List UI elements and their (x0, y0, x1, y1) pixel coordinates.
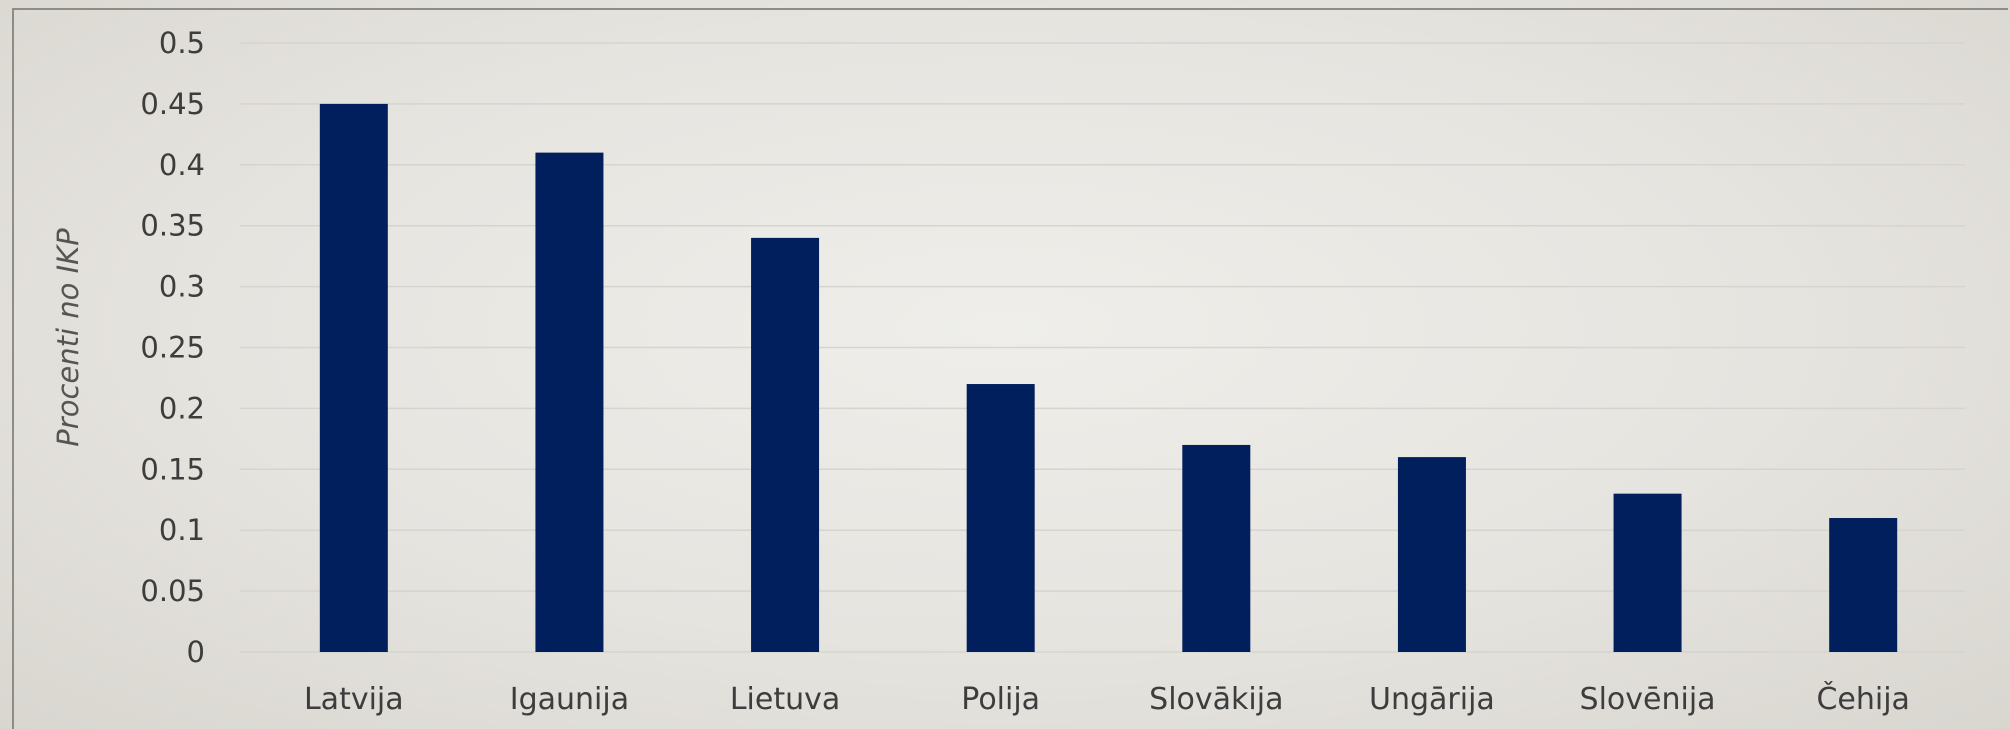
gridlines (240, 42, 1965, 653)
y-tick-label: 0.25 (140, 331, 205, 365)
x-category-label: Latvija (304, 682, 404, 717)
bar-6 (1613, 493, 1682, 652)
bars (319, 103, 1898, 652)
y-tick-label: 0.4 (159, 148, 205, 182)
bar-1 (535, 152, 604, 652)
y-axis-title: Procenti no IKP (51, 228, 85, 447)
y-tick-label: 0.45 (140, 87, 205, 121)
bar-3 (966, 384, 1035, 652)
y-tick-label: 0.35 (140, 209, 205, 243)
x-category-label: Polija (961, 682, 1040, 717)
x-category-label: Slovākija (1149, 682, 1283, 717)
x-category-label: Slovēnija (1580, 682, 1716, 717)
y-tick-label: 0.15 (140, 452, 205, 486)
slide-frame (12, 8, 2008, 729)
bar-2 (751, 237, 820, 652)
x-axis-labels: Latvija Igaunija Lietuva Polija Slovākija Ung… (304, 680, 1910, 717)
bar-0 (319, 103, 388, 652)
x-category-label: Ungārija (1369, 682, 1495, 717)
y-tick-label: 0.05 (140, 574, 205, 608)
y-tick-label: 0.3 (159, 270, 205, 304)
x-category-label: Igaunija (510, 682, 629, 717)
bar-5 (1397, 457, 1466, 652)
y-tick-label: 0.5 (159, 26, 205, 60)
y-tick-label: 0.1 (159, 513, 205, 547)
y-tick-label: 0 (187, 635, 205, 669)
bar-4 (1182, 444, 1251, 652)
bar-7 (1829, 518, 1898, 652)
y-axis-ticks: 0 0.05 0.1 0.15 0.2 0.25 0.3 0.35 0.4 0.45 0.5 (140, 26, 205, 669)
x-category-label: Čehija (1816, 680, 1909, 717)
y-tick-label: 0.2 (159, 391, 205, 425)
x-category-label: Lietuva (730, 682, 840, 717)
